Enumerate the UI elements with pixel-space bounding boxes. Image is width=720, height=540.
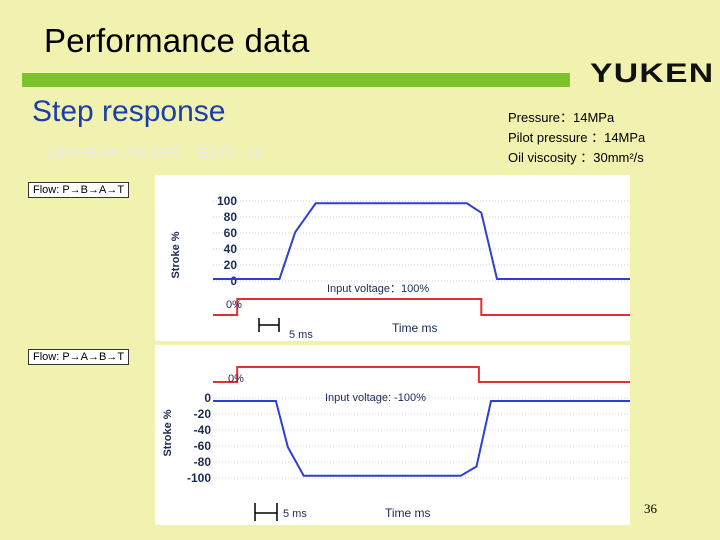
- input-baseline-label-bottom: 0%: [228, 373, 244, 385]
- input-voltage-line-top: [213, 298, 630, 316]
- y-tick-label: -100: [187, 471, 211, 485]
- y-tick-label: 60: [224, 226, 238, 240]
- title-underline-bar: [22, 73, 570, 87]
- stroke-curve-top: [213, 202, 630, 280]
- y-tick-label: -20: [194, 407, 212, 421]
- y-tick-label: 0: [230, 274, 237, 288]
- time-scale-label-bottom: 5 ms: [283, 508, 307, 520]
- page-number: 36: [644, 501, 657, 516]
- input-voltage-line-bottom: [213, 366, 630, 383]
- y-tick-label: -60: [194, 439, 212, 453]
- stroke-curve-bottom: [213, 400, 630, 477]
- slide-subtitle: Step response: [32, 95, 226, 128]
- y-tick-label: 80: [224, 210, 238, 224]
- condition-pilot-pressure: Pilot pressure ：14MPa: [508, 130, 646, 145]
- condition-pressure: Pressure：14MPa: [508, 110, 615, 125]
- x-axis-label-top: Time ms: [392, 321, 438, 335]
- step-response-chart-top: Stroke % 100 80 60 40 20 0 Input voltage：100%…: [170, 194, 630, 341]
- input-baseline-label-top: 0%: [226, 299, 242, 311]
- y-tick-label: -80: [194, 455, 212, 469]
- chart-panel-top: Stroke % 100 80 60 40 20 0 Input voltage：100%…: [155, 175, 630, 341]
- time-scale-bar-bottom: [254, 503, 278, 521]
- input-label-top: Input voltage：100%: [327, 283, 429, 295]
- y-tick-label: 20: [224, 258, 238, 272]
- y-axis-label-bottom: Stroke %: [162, 409, 174, 456]
- time-scale-label-top: 5 ms: [289, 329, 313, 341]
- flow-label-top: Flow: P→B→A→T: [28, 182, 130, 198]
- y-tick-label: 100: [217, 194, 237, 208]
- input-label-bottom: Input voltage: -100%: [325, 392, 426, 404]
- flow-label-bottom: Flow: P→A→B→T: [28, 349, 130, 365]
- y-tick-label: 0: [204, 391, 211, 405]
- condition-oil-viscosity: Oil viscosity ：30mm²/s: [508, 150, 644, 165]
- y-axis-label-top: Stroke %: [170, 231, 182, 278]
- chart-panel-bottom: Stroke % 0 -20 -40 -60 -80 -100 Input voltage…: [155, 345, 630, 525]
- page-title: Performance data: [44, 22, 310, 59]
- y-tick-label: 40: [224, 242, 238, 256]
- x-axis-label-bottom: Time ms: [385, 506, 431, 520]
- model-number: LSVHG-04-750-(2P)－(E)(T)－10: [48, 144, 264, 160]
- step-response-chart-bottom: Stroke % 0 -20 -40 -60 -80 -100 Input voltage…: [162, 366, 630, 521]
- time-scale-bar-top: [258, 318, 280, 332]
- brand-logo: YUKEN: [590, 58, 715, 88]
- y-tick-label: -40: [194, 423, 212, 437]
